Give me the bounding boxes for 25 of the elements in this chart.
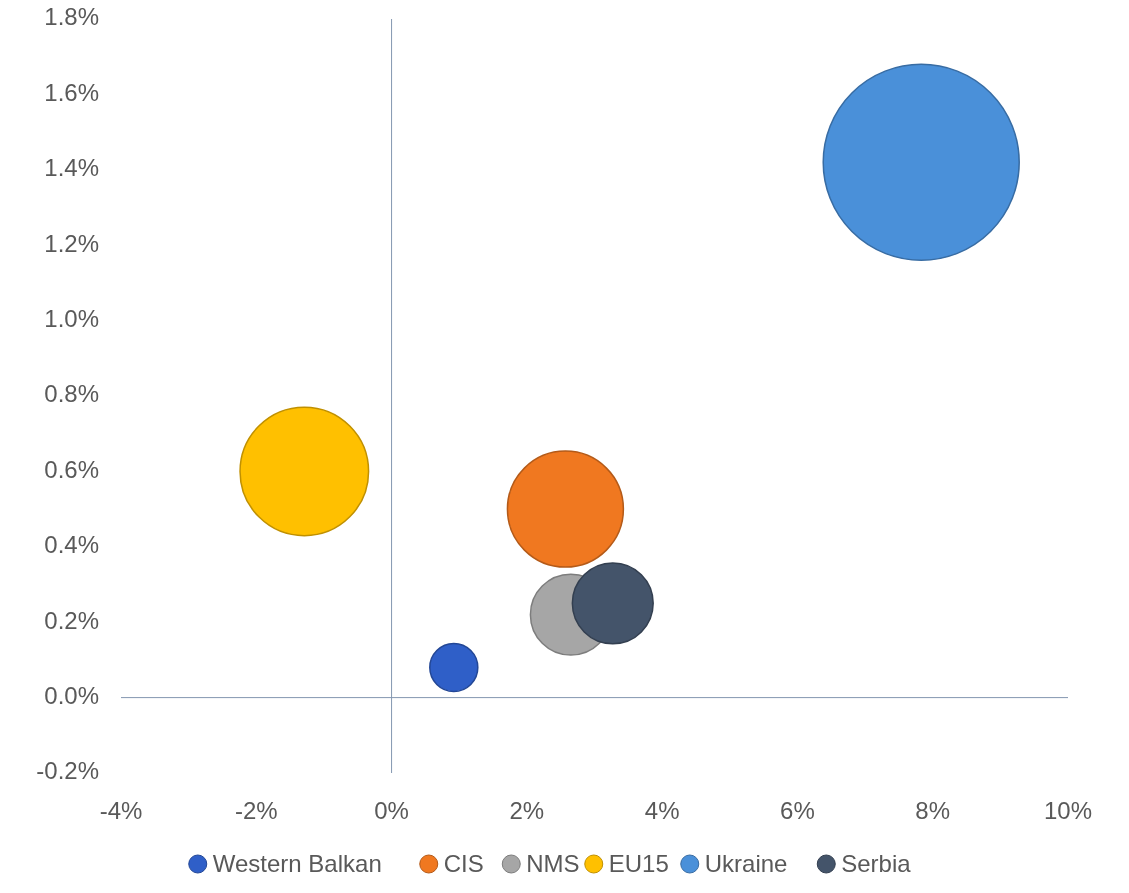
legend-label: EU15 bbox=[608, 850, 669, 877]
x-tick-label: 10% bbox=[1043, 797, 1093, 824]
x-tick-label: 8% bbox=[915, 797, 951, 824]
legend-label: CIS bbox=[443, 850, 484, 877]
y-tick-label: 0.2% bbox=[44, 606, 99, 634]
y-tick-label: 1.6% bbox=[44, 78, 99, 106]
y-tick-label: 1.4% bbox=[44, 154, 99, 182]
legend-label: Serbia bbox=[841, 850, 912, 877]
x-tick-label: 0% bbox=[374, 797, 409, 824]
x-tick-label: -4% bbox=[99, 797, 143, 824]
y-tick-label: 1.8% bbox=[44, 3, 99, 31]
y-tick-label: 0.8% bbox=[44, 380, 99, 408]
legend-label: NMS bbox=[526, 850, 580, 877]
legend-label: Ukraine bbox=[704, 850, 788, 877]
x-tick-label: 2% bbox=[509, 797, 545, 824]
y-tick-label: 0.4% bbox=[44, 531, 99, 559]
y-tick-label: 0.0% bbox=[44, 681, 99, 709]
y-tick-label: 0.6% bbox=[44, 455, 99, 483]
y-tick-label: -0.2% bbox=[36, 757, 99, 785]
x-tick-label: 4% bbox=[644, 797, 680, 824]
legend-label: Western Balkan bbox=[212, 850, 382, 877]
y-tick-label: 1.2% bbox=[44, 229, 99, 257]
x-tick-label: 6% bbox=[780, 797, 815, 824]
x-tick-label: -2% bbox=[234, 797, 278, 824]
y-tick-label: 1.0% bbox=[44, 304, 99, 332]
